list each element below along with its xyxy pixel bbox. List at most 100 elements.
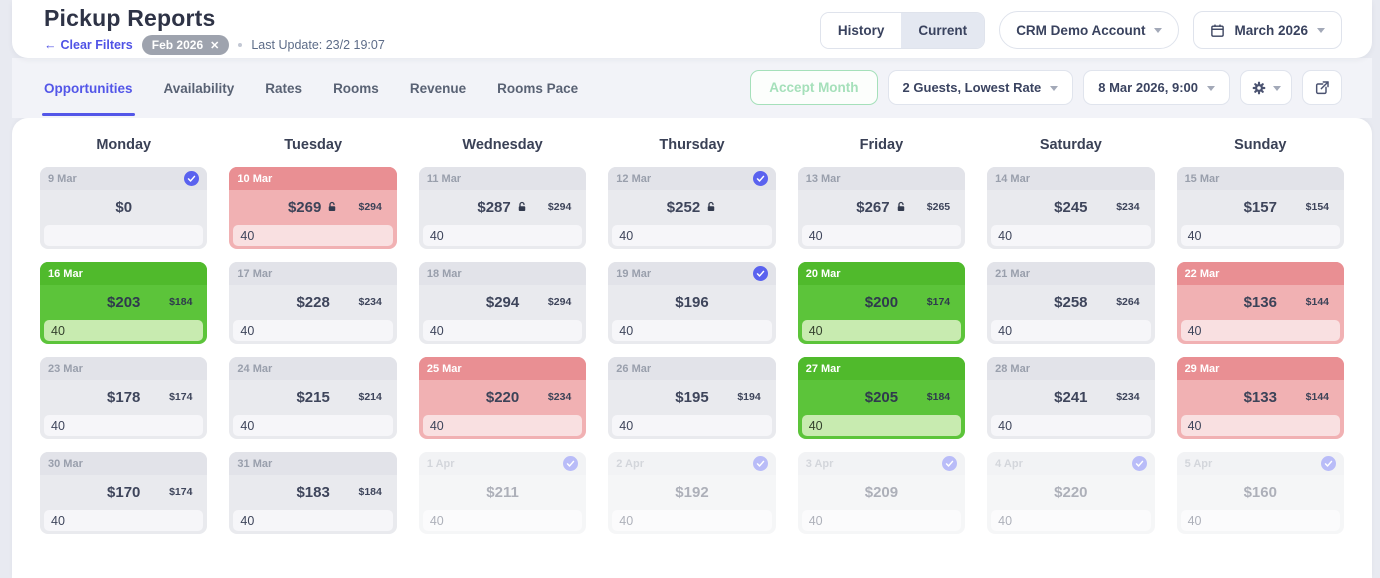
dot-separator bbox=[238, 43, 243, 47]
month-selector[interactable]: March 2026 bbox=[1193, 11, 1342, 49]
day-cell[interactable]: 19 Mar $196 40 bbox=[608, 262, 776, 344]
inventory-input[interactable]: 40 bbox=[44, 320, 204, 341]
day-cell[interactable]: 22 Mar $136 $144 40 bbox=[1176, 262, 1344, 344]
close-icon[interactable]: ✕ bbox=[210, 39, 220, 52]
day-cell[interactable]: 18 Mar $294 $294 40 bbox=[418, 262, 587, 344]
inventory-input[interactable]: 40 bbox=[612, 415, 772, 436]
day-cell[interactable]: 23 Mar $178 $174 40 bbox=[40, 357, 208, 439]
price-main: $215 bbox=[296, 388, 330, 406]
tab-rates[interactable]: Rates bbox=[265, 80, 303, 96]
day-cell[interactable]: 17 Mar $228 $234 40 bbox=[229, 262, 397, 344]
price-main: $245 bbox=[1054, 198, 1088, 216]
check-icon bbox=[752, 171, 768, 186]
day-cell[interactable]: 1 Apr $211 40 bbox=[418, 452, 587, 534]
inventory-input[interactable]: 40 bbox=[233, 320, 393, 341]
day-cell[interactable]: 14 Mar $245 $234 40 bbox=[987, 167, 1155, 249]
inventory-input[interactable]: 40 bbox=[801, 510, 962, 531]
month-filter-chip[interactable]: Feb 2026 ✕ bbox=[141, 35, 230, 55]
header-bar: Pickup Reports ← Clear Filters Feb 2026 … bbox=[12, 0, 1372, 58]
account-selector[interactable]: CRM Demo Account bbox=[999, 11, 1180, 49]
inventory-input[interactable]: 40 bbox=[422, 225, 583, 246]
day-cell-body: $252 bbox=[608, 190, 775, 224]
accept-month-button[interactable]: Accept Month bbox=[750, 70, 878, 105]
day-cell[interactable]: 12 Mar $252 40 bbox=[608, 167, 776, 249]
inventory-input[interactable]: 40 bbox=[422, 320, 583, 341]
inventory-input[interactable]: 40 bbox=[991, 225, 1151, 246]
clear-filters-label: Clear Filters bbox=[60, 38, 133, 52]
inventory-input[interactable]: 40 bbox=[44, 415, 204, 436]
datetime-selector[interactable]: 8 Mar 2026, 9:00 bbox=[1083, 70, 1230, 105]
day-date: 26 Mar bbox=[616, 362, 652, 375]
current-button[interactable]: Current bbox=[901, 12, 985, 48]
day-cell[interactable]: 20 Mar $200 $174 40 bbox=[797, 262, 966, 344]
day-cell[interactable]: 2 Apr $192 40 bbox=[608, 452, 776, 534]
day-cell[interactable]: 5 Apr $160 40 bbox=[1176, 452, 1344, 534]
tab-availability[interactable]: Availability bbox=[163, 80, 235, 96]
day-date: 2 Apr bbox=[616, 457, 644, 470]
day-cell[interactable]: 24 Mar $215 $214 40 bbox=[229, 357, 397, 439]
day-cell-header: 16 Mar bbox=[40, 262, 208, 285]
day-cell[interactable]: 28 Mar $241 $234 40 bbox=[987, 357, 1155, 439]
price-main: $195 bbox=[675, 388, 709, 406]
inventory-input[interactable]: 40 bbox=[1180, 225, 1340, 246]
price-main: $211 bbox=[486, 483, 519, 501]
day-cell[interactable]: 21 Mar $258 $264 40 bbox=[987, 262, 1155, 344]
price-secondary: $234 bbox=[1116, 201, 1140, 213]
day-date: 20 Mar bbox=[805, 267, 841, 280]
tab-opportunities[interactable]: Opportunities bbox=[42, 58, 134, 118]
inventory-input[interactable]: 40 bbox=[612, 225, 772, 246]
day-cell[interactable]: 11 Mar $287 $294 40 bbox=[418, 167, 587, 249]
inventory-input[interactable]: 40 bbox=[991, 415, 1151, 436]
inventory-input[interactable] bbox=[44, 225, 204, 246]
day-cell[interactable]: 10 Mar $269 $294 40 bbox=[229, 167, 397, 249]
inventory-input[interactable]: 40 bbox=[612, 510, 772, 531]
inventory-input[interactable]: 40 bbox=[44, 510, 204, 531]
price-main: $133 bbox=[1243, 388, 1277, 406]
inventory-input[interactable]: 40 bbox=[1180, 415, 1340, 436]
inventory-input[interactable]: 40 bbox=[991, 320, 1151, 341]
day-date: 11 Mar bbox=[426, 172, 462, 185]
day-cell[interactable]: 9 Mar $0 bbox=[40, 167, 208, 249]
check-icon bbox=[752, 266, 768, 281]
day-cell[interactable]: 29 Mar $133 $144 40 bbox=[1176, 357, 1344, 439]
day-cell-body: $245 $234 bbox=[987, 190, 1154, 224]
inventory-input[interactable]: 40 bbox=[612, 320, 772, 341]
day-cell[interactable]: 13 Mar $267 $265 40 bbox=[797, 167, 966, 249]
tab-rooms[interactable]: Rooms bbox=[333, 80, 379, 96]
day-cell[interactable]: 31 Mar $183 $184 40 bbox=[229, 452, 397, 534]
inventory-input[interactable]: 40 bbox=[422, 510, 583, 531]
inventory-input[interactable]: 40 bbox=[1180, 510, 1340, 531]
inventory-input[interactable]: 40 bbox=[233, 415, 393, 436]
price-secondary: $174 bbox=[169, 391, 193, 403]
day-cell[interactable]: 27 Mar $205 $184 40 bbox=[797, 357, 966, 439]
day-cell[interactable]: 15 Mar $157 $154 40 bbox=[1176, 167, 1344, 249]
day-cell[interactable]: 16 Mar $203 $184 40 bbox=[40, 262, 208, 344]
chevron-down-icon bbox=[1273, 85, 1281, 91]
tab-revenue[interactable]: Revenue bbox=[409, 80, 467, 96]
inventory-input[interactable]: 40 bbox=[233, 510, 393, 531]
day-cell[interactable]: 30 Mar $170 $174 40 bbox=[40, 452, 208, 534]
day-cell[interactable]: 25 Mar $220 $234 40 bbox=[418, 357, 587, 439]
weekday-label: Monday bbox=[96, 137, 152, 153]
day-cell[interactable]: 4 Apr $220 40 bbox=[987, 452, 1155, 534]
settings-button[interactable] bbox=[1240, 70, 1292, 105]
price-secondary: $234 bbox=[1116, 391, 1140, 403]
export-button[interactable] bbox=[1302, 70, 1342, 105]
day-cell-header: 26 Mar bbox=[608, 357, 776, 380]
inventory-input[interactable]: 40 bbox=[801, 225, 962, 246]
guests-rate-selector[interactable]: 2 Guests, Lowest Rate bbox=[887, 70, 1074, 105]
inventory-input[interactable]: 40 bbox=[422, 415, 583, 436]
price-secondary: $294 bbox=[547, 201, 572, 213]
day-cell-header: 5 Apr bbox=[1176, 452, 1344, 475]
history-button[interactable]: History bbox=[820, 12, 902, 48]
inventory-input[interactable]: 40 bbox=[801, 320, 962, 341]
inventory-input[interactable]: 40 bbox=[1180, 320, 1340, 341]
inventory-input[interactable]: 40 bbox=[801, 415, 962, 436]
account-selector-label: CRM Demo Account bbox=[1016, 22, 1146, 38]
inventory-input[interactable]: 40 bbox=[233, 225, 393, 246]
tab-rooms-pace[interactable]: Rooms Pace bbox=[497, 80, 579, 96]
day-cell[interactable]: 26 Mar $195 $194 40 bbox=[608, 357, 776, 439]
clear-filters-button[interactable]: ← Clear Filters bbox=[44, 38, 133, 52]
day-cell[interactable]: 3 Apr $209 40 bbox=[797, 452, 966, 534]
inventory-input[interactable]: 40 bbox=[991, 510, 1151, 531]
